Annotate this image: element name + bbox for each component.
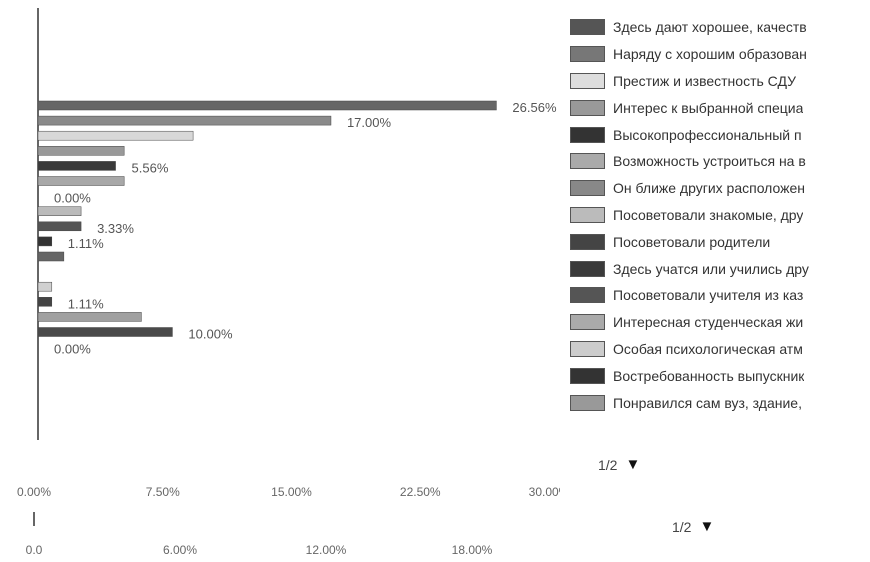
- legend-swatch: [570, 180, 605, 197]
- bar-12: [37, 281, 53, 292]
- legend-label: Востребованность выпускник: [613, 367, 805, 384]
- legend-label: Здесь дают хорошее, качеств: [613, 19, 807, 36]
- bar-1: [37, 115, 332, 126]
- legend-swatch: [570, 394, 605, 411]
- bar-value-label-1: 17.00%: [347, 115, 392, 130]
- legend-item: Здесь дают хорошее, качеств: [570, 14, 868, 41]
- bar-2: [37, 130, 194, 141]
- axis-page-indicator: 1/2: [672, 518, 692, 535]
- legend-item: Престиж и известность СДУ: [570, 68, 868, 95]
- bar-3: [37, 146, 125, 156]
- legend-item: Он ближе других расположен: [570, 175, 868, 202]
- legend-swatch: [570, 233, 605, 250]
- legend-swatch: [570, 287, 605, 304]
- legend-swatch: [570, 19, 605, 36]
- legend-swatch: [570, 367, 605, 384]
- bar-9: [37, 236, 53, 247]
- bar-value-label-13: 1.11%: [68, 296, 104, 311]
- legend-label: Посоветовали знакомые, дру: [613, 206, 804, 223]
- bar-4: [37, 161, 116, 171]
- legend-swatch: [570, 72, 605, 89]
- x-tick-3: 22.50%: [400, 485, 441, 499]
- x-tick-secondary-2: 12.00%: [306, 543, 347, 557]
- bar-15: [37, 327, 173, 337]
- legend-label: Престиж и известность СДУ: [613, 72, 796, 89]
- legend-label: Интерес к выбранной специа: [613, 99, 804, 116]
- x-tick-0: 0.00%: [17, 485, 51, 499]
- legend-label: Посоветовали родители: [613, 233, 771, 250]
- legend-swatch: [570, 340, 605, 357]
- next-page-arrow-icon[interactable]: ▼: [625, 456, 641, 473]
- legend-item: Посоветовали знакомые, дру: [570, 202, 868, 229]
- bar-value-label-6: 0.00%: [54, 191, 91, 206]
- legend-swatch: [570, 314, 605, 331]
- legend-label: Высокопрофессиональный п: [613, 126, 802, 143]
- bar-value-label-15: 10.00%: [188, 327, 233, 342]
- legend-label: Интересная студенческая жи: [613, 314, 804, 331]
- bar-value-label-8: 3.33%: [97, 221, 134, 236]
- axis-pager[interactable]: 1/2 ▼: [672, 518, 714, 535]
- bar-5: [37, 176, 125, 186]
- bar-8: [37, 221, 82, 232]
- legend-page-indicator: 1/2: [598, 456, 618, 473]
- legend-item: Высокопрофессиональный п: [570, 121, 868, 148]
- legend-item: Наряду с хорошим образован: [570, 41, 868, 68]
- legend-item: Посоветовали учителя из каз: [570, 282, 868, 309]
- legend-item: Интересная студенческая жи: [570, 309, 868, 336]
- legend-label: Посоветовали учителя из каз: [613, 287, 804, 304]
- bar-10: [37, 251, 65, 262]
- legend-item: Особая психологическая атм: [570, 336, 868, 363]
- x-tick-4: 30.00%: [529, 485, 560, 499]
- bar-value-label-9: 1.11%: [68, 236, 104, 251]
- x-tick-2: 15.00%: [271, 485, 312, 499]
- legend-label: Он ближе других расположен: [613, 180, 806, 197]
- bar-value-label-4: 5.56%: [132, 160, 169, 175]
- legend-label: Наряду с хорошим образован: [613, 46, 807, 63]
- bar-13: [37, 297, 53, 307]
- legend-item: Посоветовали родители: [570, 228, 868, 255]
- bar-value-label-0: 26.56%: [512, 100, 557, 115]
- legend-label: Возможность устроиться на в: [613, 153, 806, 170]
- next-page-arrow-icon[interactable]: ▼: [699, 518, 715, 535]
- legend-swatch: [570, 99, 605, 116]
- legend: Здесь дают хорошее, качеств Наряду с хоро…: [570, 14, 868, 416]
- x-tick-secondary-1: 6.00%: [163, 543, 197, 557]
- bar-14: [37, 312, 142, 322]
- legend-swatch: [570, 126, 605, 143]
- x-tick-secondary-3: 18.00%: [452, 543, 493, 557]
- legend-swatch: [570, 153, 605, 170]
- legend-swatch: [570, 206, 605, 223]
- legend-label: Здесь учатся или учились дру: [613, 260, 809, 277]
- legend-label: Особая психологическая атм: [613, 340, 803, 357]
- legend-item: Востребованность выпускник: [570, 362, 868, 389]
- legend-label: Понравился сам вуз, здание,: [613, 394, 802, 411]
- legend-item: Здесь учатся или учились дру: [570, 255, 868, 282]
- bar-chart: 26.56%17.00%5.56%0.00%3.33%1.11%1.11%10.…: [17, 8, 560, 557]
- legend-item: Возможность устроиться на в: [570, 148, 868, 175]
- legend-item: Интерес к выбранной специа: [570, 94, 868, 121]
- bar-7: [37, 206, 82, 216]
- legend-item: Понравился сам вуз, здание,: [570, 389, 868, 416]
- x-tick-secondary-0: 0.0: [26, 543, 43, 557]
- bar-value-label-16: 0.00%: [54, 342, 91, 357]
- legend-pager[interactable]: 1/2 ▼: [598, 456, 640, 473]
- legend-swatch: [570, 260, 605, 277]
- bar-0: [37, 100, 497, 111]
- legend-swatch: [570, 46, 605, 63]
- x-tick-1: 7.50%: [146, 485, 180, 499]
